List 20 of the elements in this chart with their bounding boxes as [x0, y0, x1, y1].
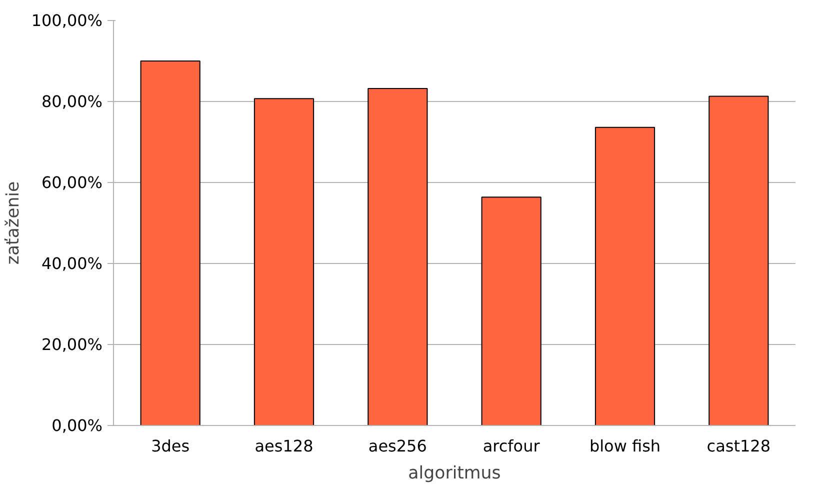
bar	[140, 60, 200, 426]
y-tick-label: 20,00%	[41, 335, 103, 354]
bar	[708, 96, 769, 426]
y-tick-label: 100,00%	[31, 11, 102, 30]
y-tick-label: 40,00%	[41, 254, 103, 273]
bar	[254, 98, 314, 426]
y-axis-title: zaťaženie	[3, 181, 24, 265]
bar	[481, 196, 542, 426]
x-tick-label: aes256	[368, 436, 427, 456]
bar	[594, 126, 656, 426]
x-tick-label: 3des	[151, 436, 190, 456]
x-tick-label: blow fish	[589, 436, 661, 456]
y-tick-label: 60,00%	[41, 173, 103, 192]
x-tick-label: aes128	[254, 436, 314, 456]
y-tick-label: 0,00%	[52, 416, 102, 435]
x-tick-label: cast128	[706, 436, 771, 456]
x-tick-label: arcfour	[482, 436, 540, 456]
y-tick-label: 80,00%	[41, 92, 103, 111]
x-axis-title: algoritmus	[408, 464, 501, 484]
bar	[368, 88, 428, 426]
